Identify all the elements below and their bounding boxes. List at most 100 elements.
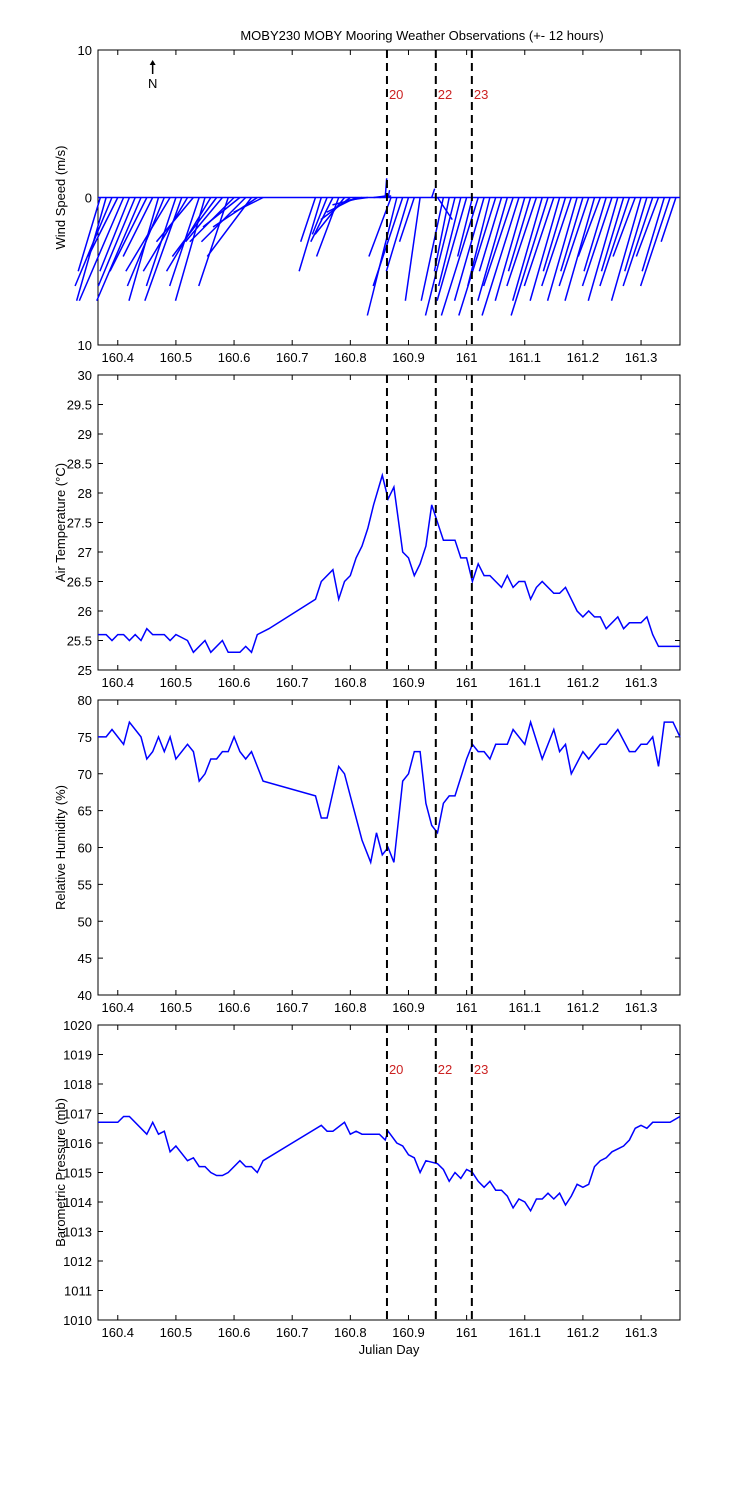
y-tick-label: 1011 [64,1284,92,1299]
y-tick-label: 1014 [63,1195,92,1210]
plot-frame [97,374,681,671]
x-tick-label: 160.9 [392,1325,425,1340]
wind-stick [298,197,322,272]
x-tick-label: 160.4 [101,1000,134,1015]
wind-stick [142,197,189,272]
wind-stick [564,197,596,301]
wind-stick [74,197,113,287]
wind-stick [622,197,654,287]
wind-stick [440,197,479,316]
x-tick-label: 160.9 [392,350,425,365]
y-axis-label: Air Temperature (°C) [53,463,68,582]
wind-stick [583,197,607,272]
plot-frame [97,699,681,996]
y-axis-label: Relative Humidity (%) [53,785,68,910]
y-tick-label: 27.5 [67,516,92,531]
wind-stick [458,197,497,316]
wind-stick [641,197,666,272]
x-tick-label: 160.5 [160,1000,193,1015]
wind-stick [431,188,436,198]
y-tick-label: 40 [78,988,92,1003]
wind-stick [155,197,194,243]
x-tick-label: 161 [456,675,478,690]
wind-stick [577,197,602,257]
y-tick-label: 1013 [63,1225,92,1240]
x-tick-label: 161.1 [508,1325,541,1340]
wind-stick [546,197,578,301]
x-tick-label: 160.6 [218,1325,251,1340]
wind-stick [506,197,538,287]
data-line [98,1115,681,1213]
wind-stick [78,197,125,302]
wind-stick [481,197,520,316]
event-label: 20 [389,87,403,102]
wind-stick [233,196,264,213]
event-label: 22 [438,87,452,102]
x-tick-label: 160.8 [334,350,367,365]
y-tick-label: 80 [78,693,92,708]
wind-stick [453,197,485,301]
wind-stick [482,197,514,287]
x-tick-label: 161.3 [625,1000,658,1015]
x-tick-label: 160.5 [160,350,193,365]
x-tick-label: 161.3 [625,1325,658,1340]
y-tick-label: 55 [78,877,92,892]
x-tick-label: 161.3 [625,350,658,365]
y-tick-label: 1010 [63,1313,92,1328]
y-tick-label: 29.5 [67,398,92,413]
y-axis-label: Wind Speed (m/s) [53,145,68,249]
wind-stick [612,197,636,257]
north-label: N [148,76,157,91]
wind-stick [600,197,625,272]
wind-stick [184,197,223,243]
x-axis-label: Julian Day [359,1342,420,1357]
y-tick-label: 45 [78,951,92,966]
wind-stick [398,197,416,242]
x-tick-label: 160.4 [101,675,134,690]
y-tick-label: 25.5 [67,634,92,649]
x-tick-label: 160.5 [160,675,193,690]
event-label: 20 [389,1062,403,1077]
wind-stick [510,197,549,316]
y-tick-label: 30 [78,368,92,383]
y-tick-label: 27 [78,545,92,560]
wind-stick [387,189,391,198]
x-tick-label: 160.9 [392,675,425,690]
wind-stick [558,197,590,287]
wind-stick [97,197,136,287]
wind-stick [494,197,526,301]
y-tick-label: 29 [78,427,92,442]
wind-stick [433,197,450,272]
chart-title: MOBY230 MOBY Mooring Weather Observation… [240,28,603,43]
x-tick-label: 160.8 [334,1325,367,1340]
wind-stick [599,197,631,287]
wind-stick [436,197,468,301]
wind-stick [610,197,642,301]
y-tick-label: 28.5 [67,457,92,472]
x-tick-label: 160.7 [276,1000,309,1015]
x-tick-label: 161.2 [567,1000,600,1015]
y-tick-label: 26.5 [67,575,92,590]
wind-stick [198,197,229,287]
wind-stick [624,197,648,272]
y-tick-label: 1012 [63,1254,92,1269]
wind-stick [345,196,368,202]
y-tick-label: 1020 [63,1018,92,1033]
y-tick-label: 1017 [63,1107,92,1122]
x-tick-label: 161.3 [625,675,658,690]
wind-stick [420,197,445,301]
wind-stick [122,197,154,257]
wind-stick [126,197,165,287]
y-tick-label: 1016 [63,1136,92,1151]
x-tick-label: 161.1 [508,350,541,365]
y-tick-label: 0 [85,191,92,206]
wind-stick [523,197,555,287]
wind-stick [635,197,660,257]
x-tick-label: 160.6 [218,350,251,365]
wind-stick [639,197,671,287]
y-tick-label: 75 [78,730,92,745]
y-tick-label: 10 [78,338,92,353]
wind-stick [125,197,171,272]
wind-stick [99,197,131,272]
